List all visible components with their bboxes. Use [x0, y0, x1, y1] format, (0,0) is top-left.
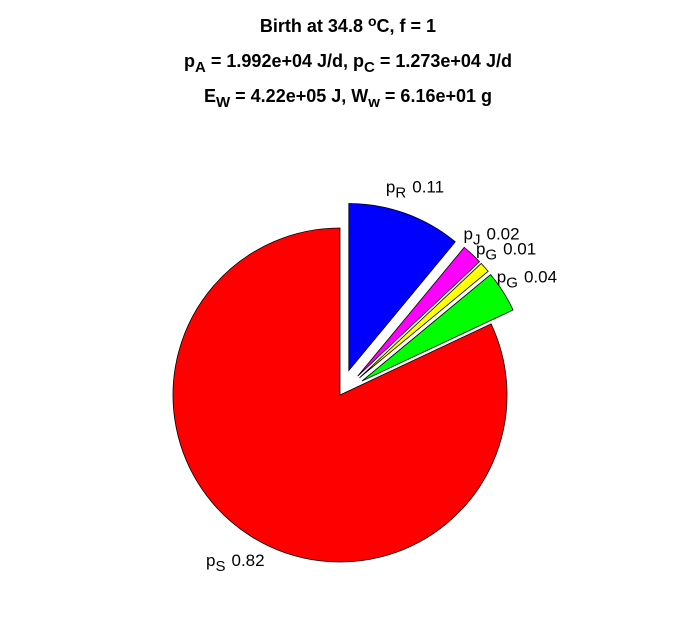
label-value: 0.02	[486, 225, 519, 244]
pie-slice	[172, 227, 508, 563]
label-value: 0.11	[412, 178, 444, 197]
label-symbol: p	[386, 178, 395, 197]
title-segment: = 1.273e+04 J/d	[375, 51, 512, 71]
pie-slice	[357, 246, 481, 377]
pie-slice	[359, 262, 489, 379]
slice-label: pG 0.04	[497, 267, 557, 291]
title-segment: E	[204, 86, 216, 106]
pie-slice	[348, 203, 456, 372]
chart-title: Birth at 34.8 oC, f = 1	[260, 13, 436, 36]
slice-label: pJ 0.02	[464, 225, 520, 249]
title-segment: = 4.22e+05 J, W	[230, 86, 368, 106]
title-segment: o	[368, 13, 377, 29]
label-symbol: p	[206, 551, 215, 570]
slice-label: pG 0.01	[476, 240, 536, 264]
pie-slice	[361, 274, 514, 382]
label-symbol: p	[464, 225, 473, 244]
title-segment: W	[216, 94, 231, 111]
slice-label: pS 0.82	[206, 551, 265, 575]
label-symbol: p	[497, 267, 506, 286]
chart-title: pA = 1.992e+04 J/d, pC = 1.273e+04 J/d	[184, 51, 512, 76]
label-subscript: G	[485, 247, 497, 264]
chart-title: EW = 4.22e+05 J, Ww = 6.16e+01 g	[204, 86, 492, 111]
title-segment: = 1.992e+04 J/d, p	[206, 51, 364, 71]
title-segment: C	[364, 59, 375, 76]
title-segment: p	[184, 51, 195, 71]
title-segment: w	[367, 94, 380, 111]
label-subscript: S	[215, 558, 225, 575]
title-segment: Birth at 34.8	[260, 16, 368, 36]
slice-label: pR 0.11	[386, 178, 444, 202]
label-value: 0.82	[232, 551, 265, 570]
label-symbol: p	[476, 240, 485, 259]
title-segment: A	[195, 59, 206, 76]
title-segment: C, f = 1	[377, 16, 437, 36]
label-value: 0.01	[503, 240, 536, 259]
label-value: 0.04	[524, 267, 557, 286]
label-subscript: G	[506, 275, 518, 292]
label-subscript: J	[473, 232, 481, 249]
label-subscript: R	[395, 185, 406, 202]
title-segment: = 6.16e+01 g	[380, 86, 492, 106]
